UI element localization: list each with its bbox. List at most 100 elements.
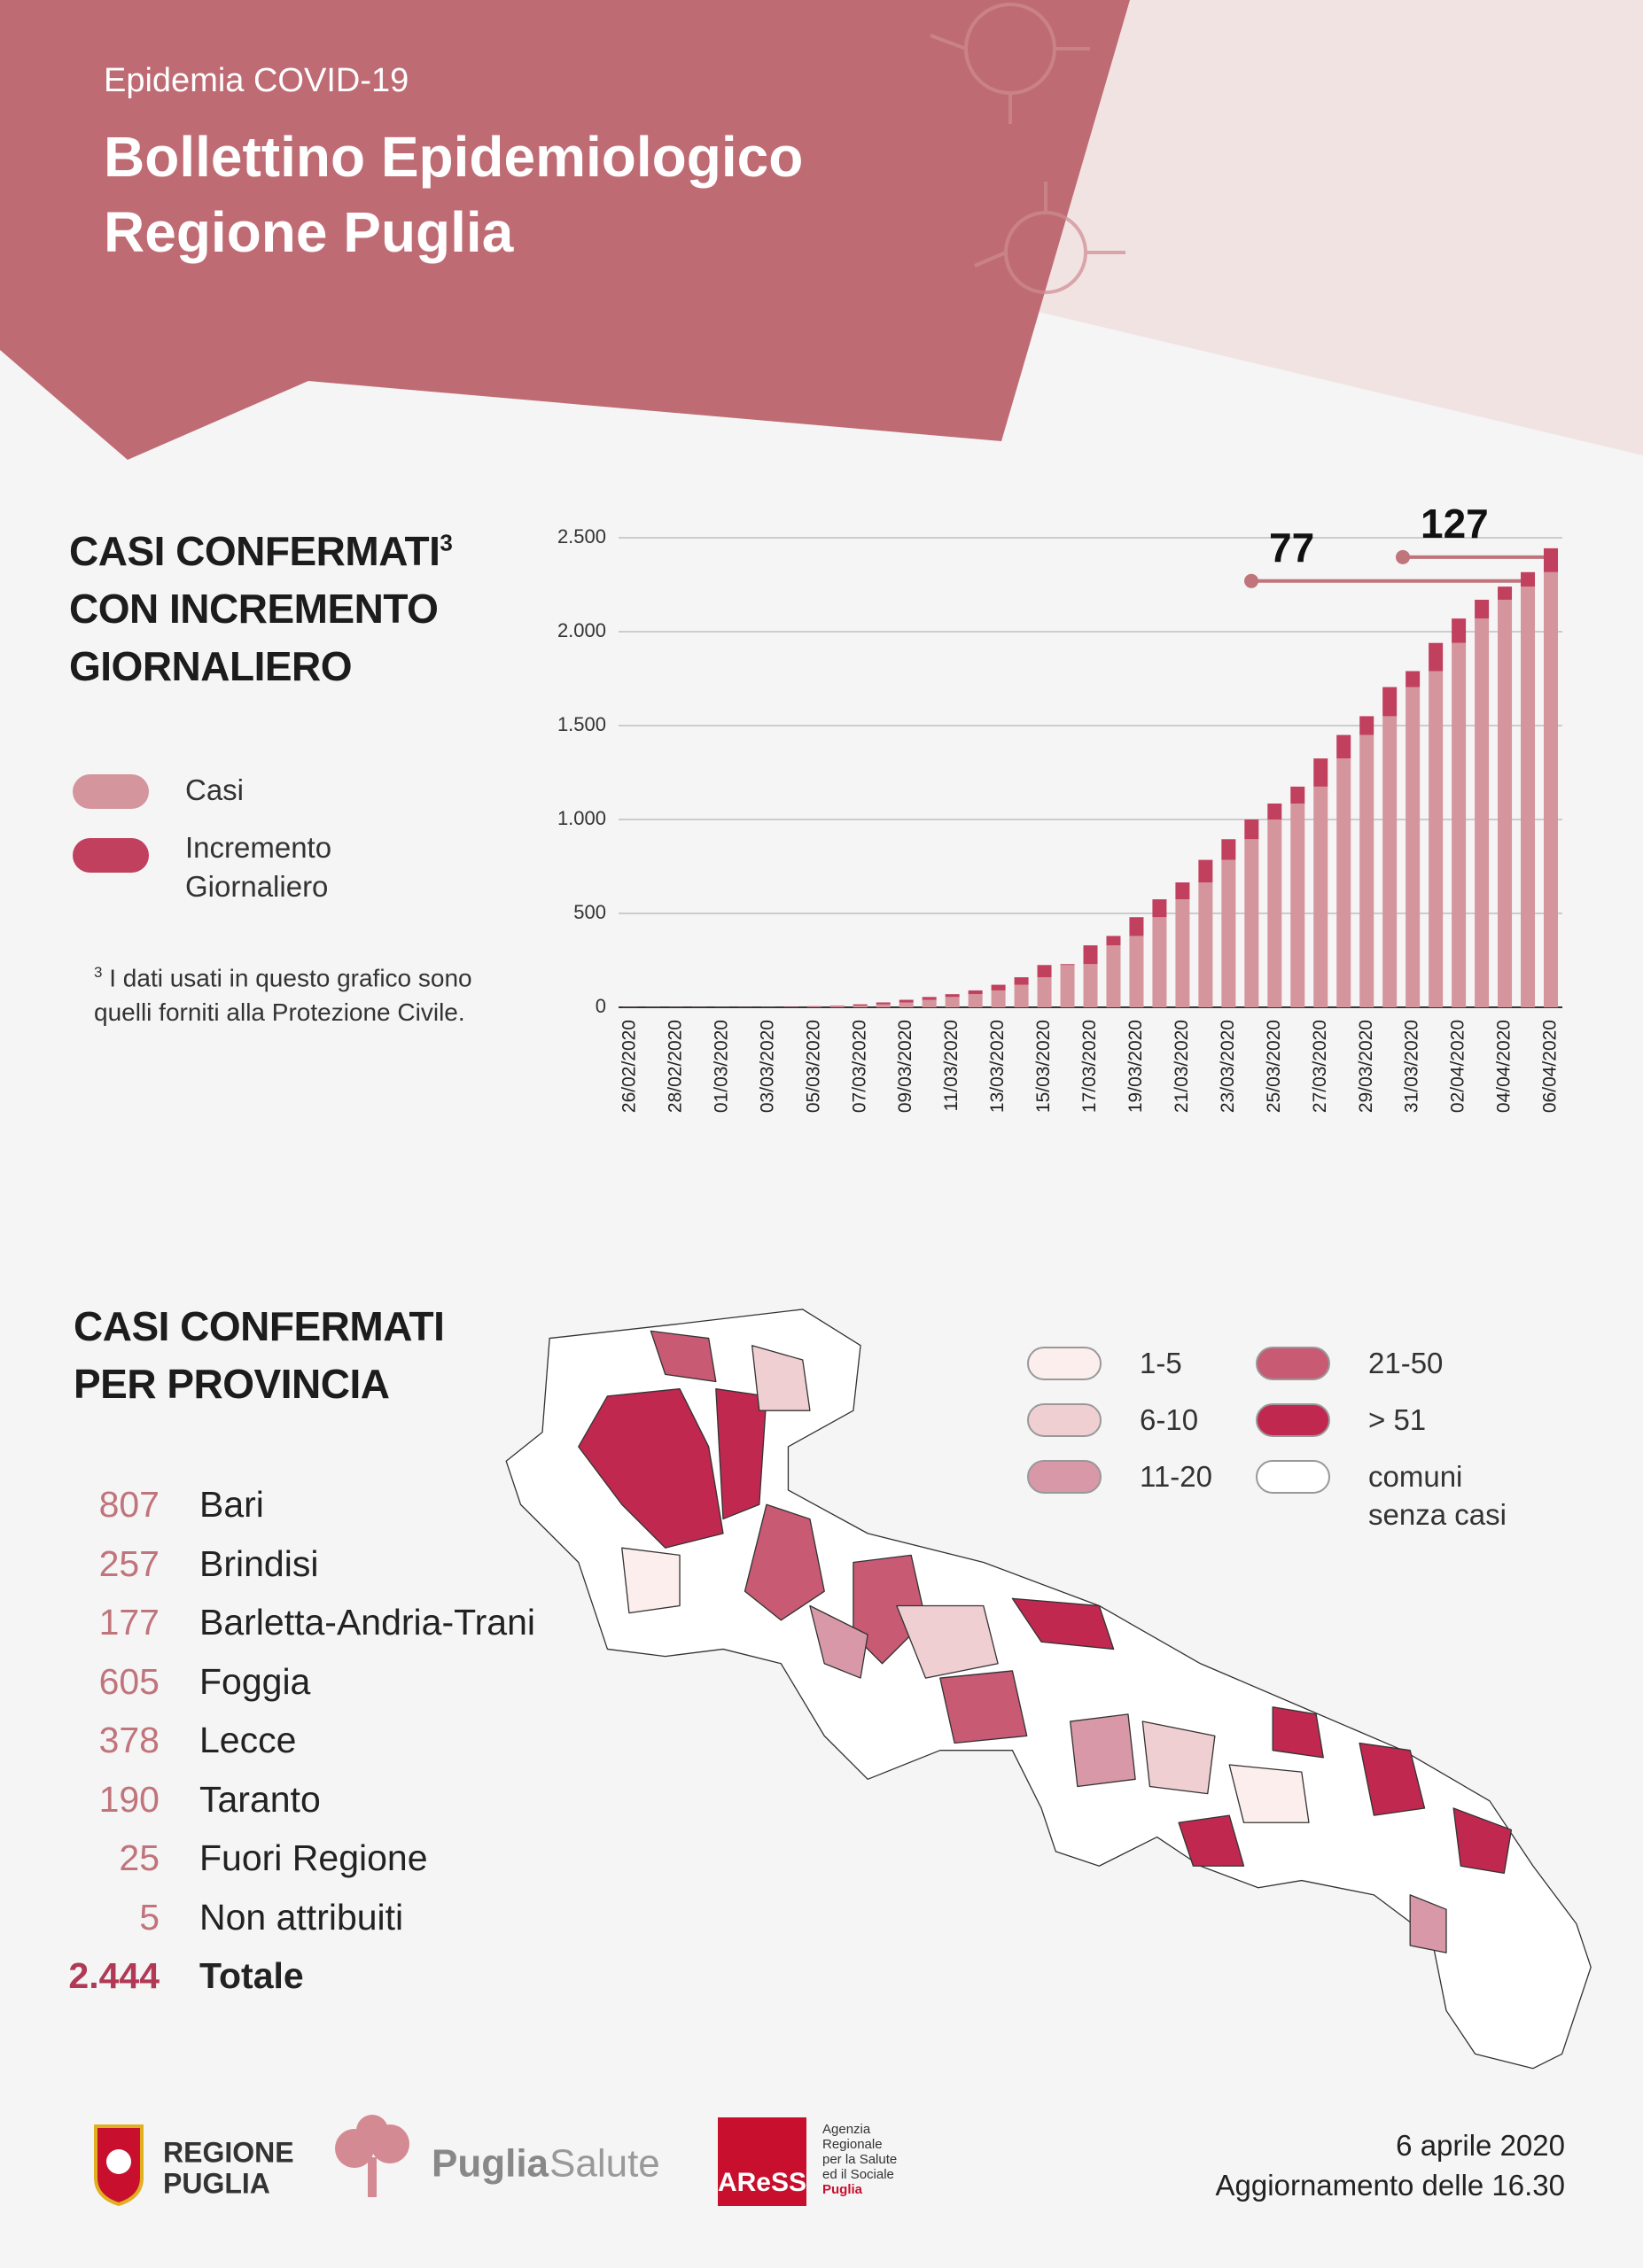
logo-text: per la Salute: [822, 2152, 897, 2167]
bar-segment: [1129, 917, 1144, 936]
annotation-dot: [1396, 549, 1411, 564]
bar-segment: [1544, 548, 1559, 572]
area: [621, 1547, 681, 1614]
bar-segment: [1106, 936, 1121, 946]
bar-segment: [1359, 716, 1374, 735]
x-tick-label: 11/03/2020: [941, 1020, 962, 1112]
legend-label: 11-20: [1140, 1460, 1212, 1493]
title: Bollettino Epidemiologico: [104, 125, 804, 189]
province-value: 378: [98, 1720, 160, 1760]
section-title: PER PROVINCIA: [74, 1361, 390, 1407]
header-light: [1034, 0, 1643, 455]
bar-segment: [1290, 803, 1305, 1007]
legend-label: > 51: [1368, 1403, 1427, 1436]
bar-segment: [1429, 642, 1444, 672]
bar-segment: [1336, 758, 1351, 1007]
legend-swatch: [1027, 1347, 1102, 1380]
value-label: 77: [1269, 524, 1314, 571]
legend-swatch: [1256, 1347, 1330, 1380]
province-row: 807 Bari: [0, 1484, 620, 1537]
area: [1011, 1597, 1115, 1651]
x-tick-label: 09/03/2020: [895, 1020, 915, 1113]
bar-segment: [829, 1006, 845, 1007]
bar-segment: [1037, 965, 1052, 978]
footnote-marker: 3: [440, 529, 453, 556]
x-tick-label: 07/03/2020: [849, 1020, 869, 1113]
area: [751, 1345, 811, 1411]
bar-segment: [1313, 786, 1328, 1007]
bar-segment: [876, 1002, 891, 1005]
bar-segment: [853, 1004, 868, 1006]
bar-segment: [1521, 586, 1536, 1007]
area: [715, 1388, 767, 1520]
title: Regione Puglia: [104, 200, 514, 264]
bar-segment: [1198, 859, 1213, 883]
bar-segment: [1267, 803, 1282, 819]
y-tick-label: 1.000: [557, 807, 606, 829]
province-name: Fuori Regione: [199, 1837, 428, 1878]
bar-segment: [1498, 599, 1513, 1007]
logo-text: PUGLIA: [163, 2167, 270, 2199]
bar-segment: [1106, 945, 1121, 1007]
legend-label: Incremento Giornaliero: [185, 831, 332, 903]
legend-label: 21-50: [1368, 1347, 1444, 1379]
x-tick-label: 15/03/2020: [1033, 1020, 1054, 1113]
province-name: Barletta-Andria-Trani: [199, 1602, 536, 1643]
area: [744, 1503, 825, 1621]
logo-text: Salute: [549, 2142, 660, 2186]
bar-segment: [1152, 899, 1167, 918]
bar-segment: [1521, 571, 1536, 587]
x-tick-label: 21/03/2020: [1172, 1020, 1192, 1113]
bar-segment: [1221, 859, 1236, 1007]
logo-text: AReSS: [718, 2168, 806, 2197]
x-tick-label: 19/03/2020: [1125, 1020, 1146, 1113]
bar-segment: [1498, 586, 1513, 600]
y-tick-label: 0: [596, 995, 606, 1017]
bar-segment: [1336, 734, 1351, 759]
bar-segment: [1382, 716, 1398, 1007]
province-value: 177: [98, 1602, 160, 1643]
x-tick-label: 03/03/2020: [757, 1020, 777, 1113]
area: [1452, 1807, 1513, 1875]
y-tick-label: 1.500: [557, 713, 606, 735]
bar-segment: [945, 994, 960, 998]
x-tick-label: 02/04/2020: [1448, 1020, 1468, 1113]
province-name: Foggia: [199, 1660, 311, 1702]
tree-icon: [335, 2115, 409, 2197]
crest-detail: [106, 2149, 131, 2174]
bar-segment: [1406, 687, 1421, 1007]
x-tick-label: 13/03/2020: [987, 1020, 1008, 1113]
bar-segment: [991, 990, 1006, 1007]
province-row: 605 Foggia: [0, 1661, 620, 1714]
x-tick-label: 28/02/2020: [665, 1020, 685, 1113]
legend-swatch: [1256, 1403, 1330, 1437]
province-name: Brindisi: [199, 1542, 319, 1584]
bar-segment: [1152, 917, 1167, 1007]
area: [1070, 1713, 1136, 1788]
logo-text: REGIONE: [163, 2136, 294, 2168]
bar-segment: [1452, 618, 1467, 643]
legend-label: Casi: [185, 773, 245, 806]
x-tick-label: 26/02/2020: [619, 1020, 640, 1113]
bar-segment: [922, 997, 937, 1000]
province-row: 2.444 Totale: [0, 1955, 620, 2008]
province-row: 378 Lecce: [0, 1720, 620, 1773]
update-time: Aggiornamento delle 16.30: [1215, 2169, 1565, 2202]
bar-segment: [899, 999, 914, 1003]
area: [809, 1604, 868, 1679]
footer-logos: REGIONE PUGLIA Puglia Salute AReSS Agenz…: [94, 2115, 897, 2207]
province-value: 5: [139, 1896, 160, 1938]
legend-swatch: [73, 774, 149, 809]
bar-segment: [1244, 839, 1259, 1007]
province-row: 177 Barletta-Andria-Trani: [0, 1602, 620, 1655]
province-value: 2.444: [68, 1955, 160, 1996]
bar-segment: [1244, 819, 1259, 840]
x-tick-label: 31/03/2020: [1402, 1020, 1422, 1113]
section-title: GIORNALIERO: [69, 643, 353, 689]
value-label: 127: [1421, 501, 1489, 547]
section-title: CASI CONFERMATI: [74, 1303, 445, 1349]
legend-label: 6-10: [1140, 1403, 1199, 1436]
virus-icon: [930, 3, 1125, 294]
legend-swatch: [73, 838, 149, 873]
footnote-marker: 3: [94, 964, 103, 981]
